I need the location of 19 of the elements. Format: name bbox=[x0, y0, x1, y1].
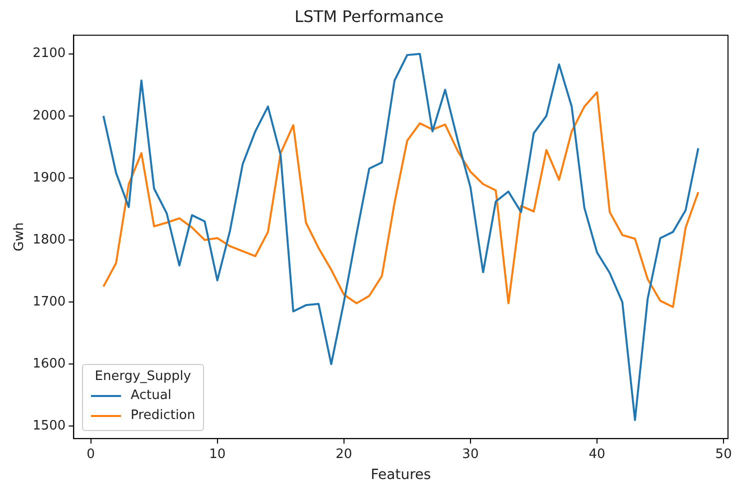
y-tick-label: 1600 bbox=[32, 356, 66, 372]
y-axis-title: Gwh bbox=[12, 222, 28, 252]
x-tick-label: 20 bbox=[336, 446, 352, 462]
x-tick-label: 10 bbox=[209, 446, 226, 462]
y-tick-label: 1800 bbox=[32, 232, 66, 248]
x-axis-title: Features bbox=[370, 467, 431, 484]
x-tick-label: 50 bbox=[715, 446, 732, 462]
x-tick-label: 30 bbox=[462, 446, 479, 462]
legend-title: Energy_Supply bbox=[94, 368, 192, 384]
legend-label: Actual bbox=[130, 386, 172, 405]
legend-label: Prediction bbox=[130, 406, 196, 425]
y-tick-label: 1900 bbox=[32, 170, 66, 186]
x-tick-label: 0 bbox=[86, 446, 95, 462]
x-tick-label: 40 bbox=[588, 446, 606, 462]
y-tick-label: 2100 bbox=[32, 46, 66, 62]
chart-title: LSTM Performance bbox=[294, 6, 444, 26]
y-tick-label: 2000 bbox=[32, 108, 66, 124]
y-tick-label: 1700 bbox=[32, 294, 66, 310]
y-tick-label: 1500 bbox=[32, 418, 66, 434]
